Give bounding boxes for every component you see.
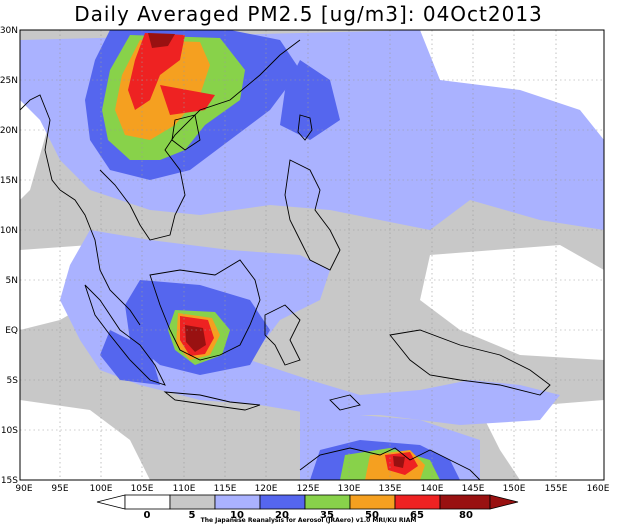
lat-label-10s: 10S	[1, 426, 18, 436]
lon-label-120e: 120E	[255, 484, 278, 494]
lat-label-eq: EQ	[5, 326, 18, 336]
lon-label-105e: 105E	[131, 484, 154, 494]
colorbar-tick-10: 10	[230, 510, 244, 521]
lon-label-160e: 160E	[587, 484, 610, 494]
lat-label-5n: 5N	[6, 276, 18, 286]
band-10-20-south	[60, 230, 560, 425]
lon-label-115e: 115E	[214, 484, 237, 494]
lat-label-25n: 25N	[0, 76, 18, 86]
coast-borneo	[149, 259, 261, 361]
lon-label-90e: 90E	[15, 484, 32, 494]
band-80plus-china	[148, 33, 175, 48]
colorbar-cell-8	[439, 494, 491, 510]
band-20-35-sumatra	[100, 330, 160, 385]
coast-new-guinea	[389, 329, 551, 396]
band-80plus-australia	[393, 456, 405, 468]
lat-label-5s: 5S	[7, 376, 19, 386]
lon-label-150e: 150E	[503, 484, 526, 494]
lon-label-155e: 155E	[545, 484, 568, 494]
band-65-80-china	[128, 33, 185, 110]
lon-label-110e: 110E	[173, 484, 196, 494]
colorbar-cell-9	[489, 494, 519, 510]
colorbar-tick-80: 80	[459, 510, 473, 521]
map-frame	[19, 29, 605, 481]
clear-region-pacific	[420, 245, 604, 360]
coast-india-bangladesh	[20, 94, 61, 191]
colorbar-tick-5: 5	[189, 510, 196, 521]
lon-label-140e: 140E	[421, 484, 444, 494]
coast-sumatra	[84, 284, 166, 386]
colorbar-cell-6	[349, 494, 396, 510]
coast-taiwan	[297, 114, 313, 141]
band-80plus-borneo	[185, 325, 206, 352]
coast-timor	[329, 394, 361, 411]
band-65-80-vietnam	[160, 85, 215, 115]
clear-region-indian-ocean	[20, 400, 150, 480]
colorbar-tick-0: 0	[144, 510, 151, 521]
longitude-labels: 90E 95E 100E 105E 110E 115E 120E 125E 13…	[15, 484, 609, 494]
colorbar	[96, 494, 519, 510]
coast-java	[163, 391, 261, 411]
coast-indochina-china	[99, 39, 301, 241]
colorbar-cell-3	[214, 494, 261, 510]
coast-north-australia	[299, 447, 481, 480]
lon-label-135e: 135E	[379, 484, 402, 494]
colorbar-tick-35: 35	[320, 510, 334, 521]
lat-label-20n: 20N	[0, 126, 18, 136]
colorbar-cell-0	[96, 494, 126, 510]
lon-label-145e: 145E	[462, 484, 485, 494]
latitude-labels: 30N 25N 20N 15N 10N 5N EQ 5S 10S 15S	[0, 26, 18, 486]
colorbar-ticks: 0 5 10 20 35 50 65 80	[144, 510, 473, 521]
colorbar-tick-65: 65	[410, 510, 424, 521]
lat-label-10n: 10N	[0, 226, 18, 236]
coast-burma-malay	[59, 189, 141, 326]
gridlines	[20, 30, 604, 480]
colorbar-cell-2	[169, 494, 216, 510]
concentration-fields	[20, 30, 604, 480]
map-title: Daily Averaged PM2.5 [ug/m3]: 04Oct2013	[74, 2, 543, 26]
coastlines	[20, 39, 551, 480]
colorbar-tick-50: 50	[365, 510, 379, 521]
colorbar-cell-7	[394, 494, 441, 510]
lon-label-95e: 95E	[51, 484, 68, 494]
lon-label-125e: 125E	[297, 484, 320, 494]
lon-label-130e: 130E	[338, 484, 361, 494]
colorbar-cell-4	[259, 494, 306, 510]
colorbar-tick-20: 20	[275, 510, 289, 521]
colorbar-cell-5	[304, 494, 351, 510]
coast-philippines	[284, 159, 341, 271]
lat-label-30n: 30N	[0, 26, 18, 36]
coast-sulawesi	[264, 304, 301, 366]
lon-label-100e: 100E	[90, 484, 113, 494]
colorbar-cell-1	[124, 494, 171, 510]
lat-label-15s: 15S	[1, 476, 18, 486]
credit-line: The Japanese Reanalysis for Aerosol (JRA…	[200, 517, 417, 524]
coast-hainan	[171, 114, 201, 151]
lat-label-15n: 15N	[0, 176, 18, 186]
